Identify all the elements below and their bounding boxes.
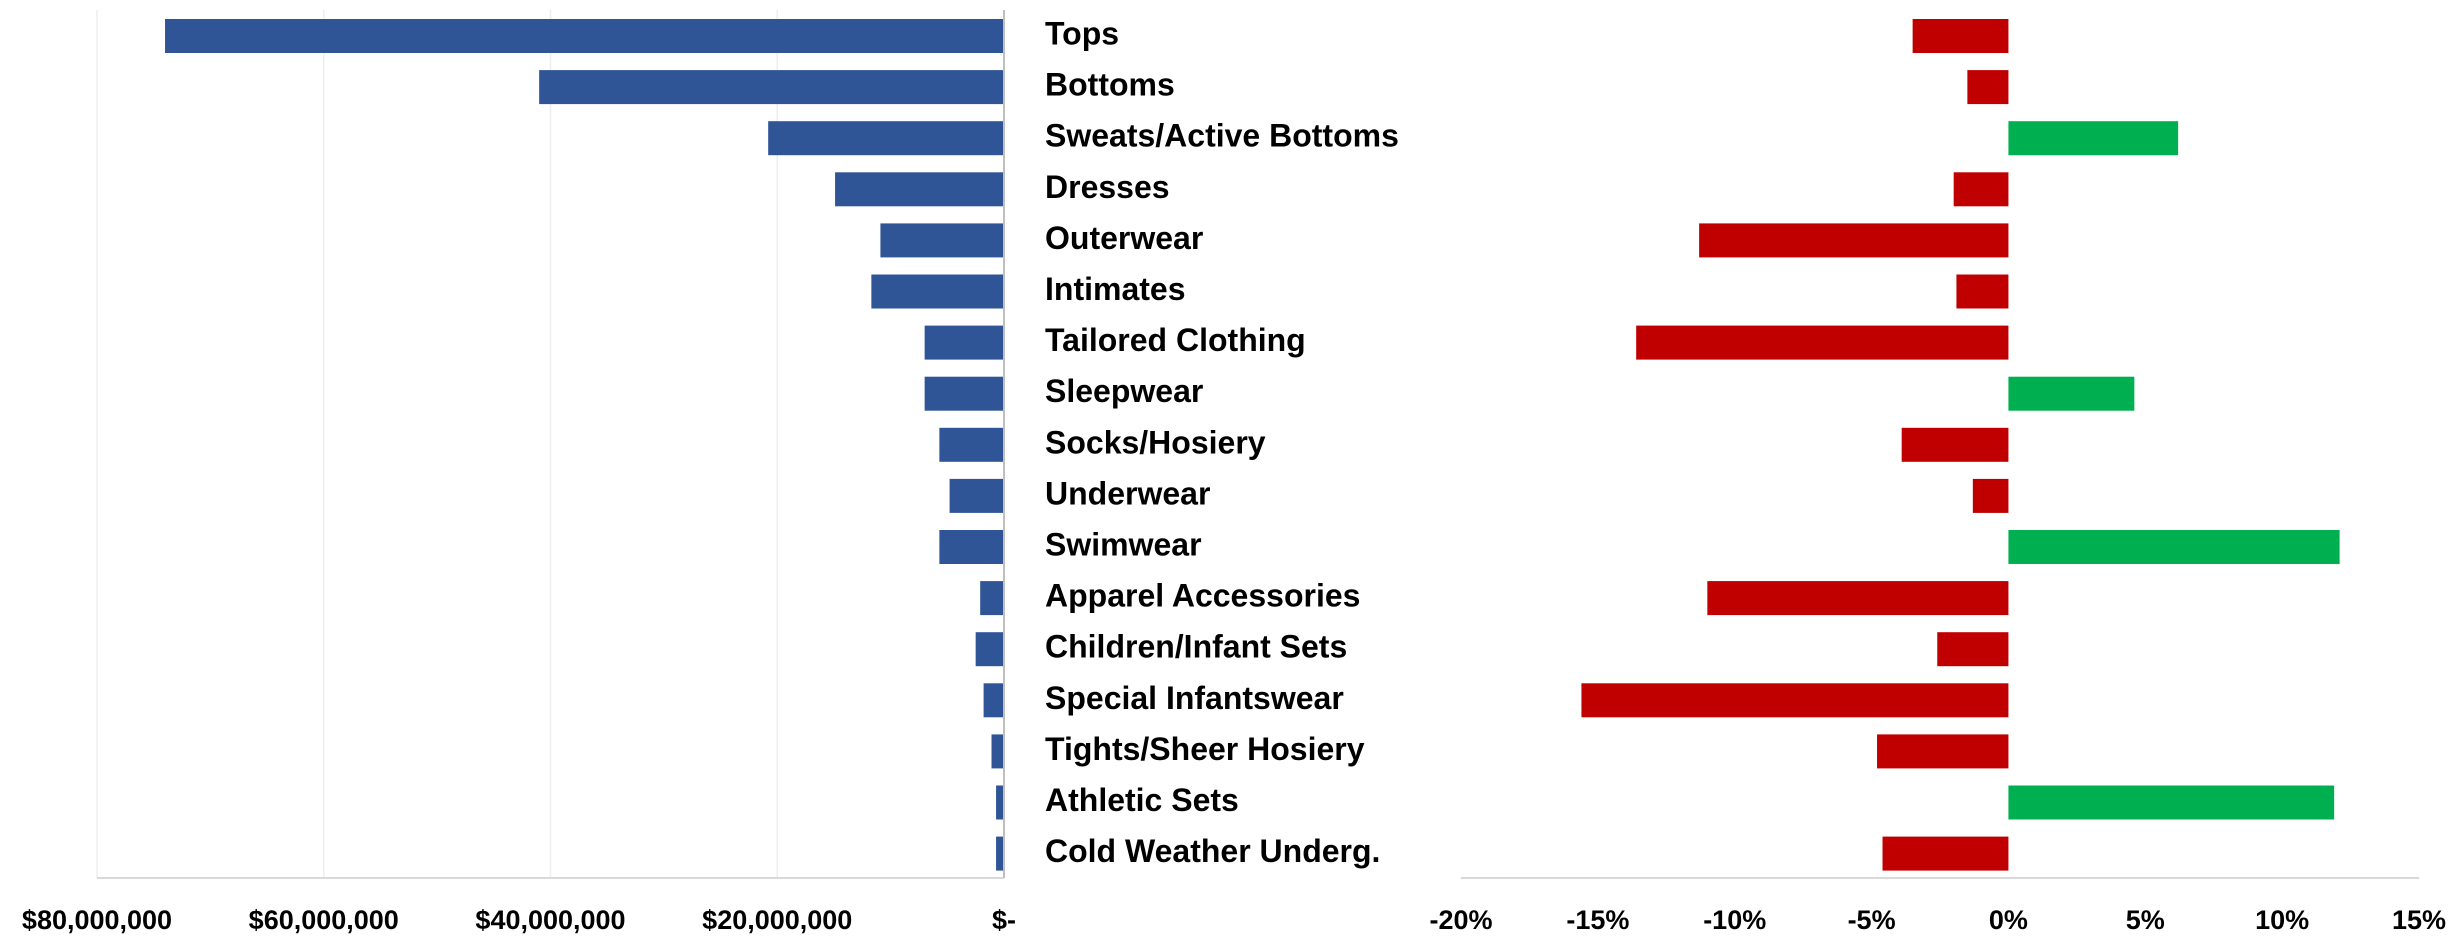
bar [2008, 376, 2135, 411]
bar [1937, 632, 2009, 667]
bar [1636, 325, 2009, 360]
bar [1967, 70, 2009, 105]
bar [1901, 427, 2009, 462]
bar [1581, 683, 2009, 718]
bar [949, 478, 1004, 513]
bar [939, 427, 1004, 462]
category-label: Athletic Sets [1045, 782, 1239, 818]
bar [939, 530, 1004, 564]
x-tick-label: $40,000,000 [475, 905, 625, 935]
category-label: Apparel Accessories [1045, 578, 1360, 614]
category-label: Intimates [1045, 271, 1185, 307]
bar [975, 632, 1004, 667]
x-tick-label: $20,000,000 [702, 905, 852, 935]
bar [1912, 19, 2009, 53]
category-label: Swimwear [1045, 526, 1202, 562]
bar [1882, 836, 2009, 871]
bar [991, 734, 1004, 769]
bar [768, 121, 1004, 156]
category-label: Underwear [1045, 475, 1210, 511]
category-label: Special Infantswear [1045, 680, 1344, 716]
bar [924, 325, 1004, 360]
bar [1699, 223, 2009, 258]
x-tick-label: 0% [1989, 905, 2028, 935]
bar [980, 581, 1004, 616]
bar [983, 683, 1004, 718]
x-tick-label: -20% [1429, 905, 1492, 935]
category-label: Tailored Clothing [1045, 322, 1306, 358]
bar [924, 376, 1004, 411]
x-tick-label: 15% [2392, 905, 2446, 935]
category-label: Bottoms [1045, 67, 1175, 103]
category-label: Socks/Hosiery [1045, 424, 1266, 460]
x-tick-label: -15% [1566, 905, 1629, 935]
category-label: Cold Weather Underg. [1045, 833, 1380, 869]
bar [2008, 785, 2335, 820]
bar [165, 19, 1004, 53]
category-label: Tights/Sheer Hosiery [1045, 731, 1365, 767]
x-tick-label: $80,000,000 [22, 905, 172, 935]
category-label: Sweats/Active Bottoms [1045, 118, 1399, 154]
bar [1953, 172, 2009, 207]
category-label: Children/Infant Sets [1045, 629, 1347, 665]
category-label: Dresses [1045, 169, 1170, 205]
x-tick-label: 5% [2126, 905, 2165, 935]
bar [1707, 581, 2009, 616]
category-label: Outerwear [1045, 220, 1203, 256]
bar [1877, 734, 2009, 769]
category-label: Tops [1045, 15, 1119, 51]
bar [1956, 274, 2009, 309]
bar [2008, 121, 2179, 156]
x-tick-label: $60,000,000 [249, 905, 399, 935]
bar [835, 172, 1004, 207]
bar [880, 223, 1004, 258]
category-label: Sleepwear [1045, 373, 1203, 409]
x-tick-label: 10% [2255, 905, 2309, 935]
bar [539, 70, 1004, 105]
bar [996, 836, 1004, 871]
bar [871, 274, 1004, 309]
x-tick-label: -5% [1848, 905, 1896, 935]
x-tick-label: $- [992, 905, 1016, 935]
x-tick-label: -10% [1703, 905, 1766, 935]
bar [996, 785, 1004, 820]
bar [1972, 478, 2009, 513]
bar [2008, 530, 2340, 564]
